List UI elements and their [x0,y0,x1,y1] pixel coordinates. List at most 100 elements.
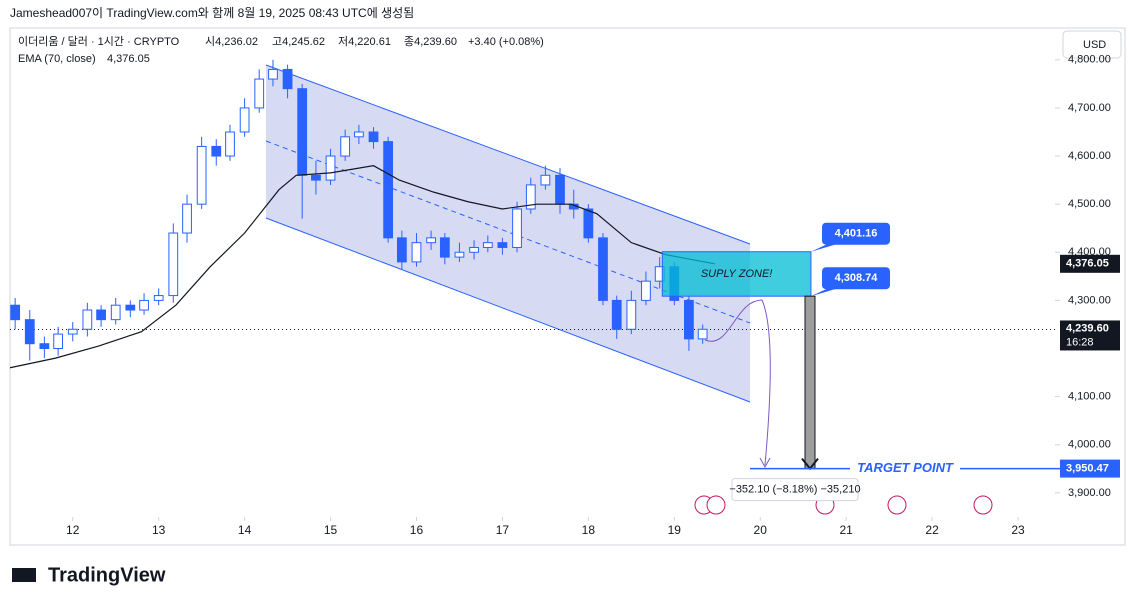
event-icon[interactable] [973,495,993,515]
forecast-arrow [759,457,771,469]
candle-body [125,304,136,311]
channel-upper [265,64,751,245]
candle-body [411,242,422,263]
candle-body [454,251,465,258]
candle-body [540,174,551,186]
candle-body [96,309,106,321]
candle-body [24,319,35,345]
forecast-path [704,299,771,466]
measure-box [731,478,859,502]
x-tick-label: 15 [324,523,338,537]
x-tick-label: 18 [582,523,596,537]
x-tick-label: 23 [1011,523,1025,537]
x-tick-label: 21 [839,523,853,537]
candle-body [439,237,450,258]
currency[interactable]: USD [1083,39,1106,51]
candle-body [426,237,436,244]
candle-body [396,237,407,263]
y-tick-label: 4,100.00 [1068,391,1111,403]
candle-body [67,328,78,335]
candle-body [297,88,308,176]
candle-body [497,242,508,248]
candle-body [354,131,364,138]
ema-line [9,165,715,369]
y-tick-label: 4,000.00 [1068,439,1111,451]
x-tick-label: 13 [152,523,166,537]
ohlc-close: 종4,239.60 [404,36,457,48]
chart-frame [9,27,1126,546]
supply-zone [661,251,812,297]
credit: Jameshead007이 TradingView.com와 함께 8월 19,… [10,6,414,20]
event-icon[interactable] [706,495,726,515]
measure-label: −352.10 (−8.18%) −35,210 [729,483,860,495]
target-label: TARGET POINT [857,460,954,475]
currency-button[interactable] [1062,30,1122,59]
indicator-name: EMA (70, close) [18,53,96,65]
change: +3.40 (+0.08%) [468,36,544,48]
candle-body [82,309,93,330]
x-tick-label: 16 [410,523,424,537]
candle-body [525,184,536,210]
y-tick-label: 4,600.00 [1068,150,1111,162]
candle-body [368,131,379,143]
x-tick-label: 12 [66,523,80,537]
zone-label: SUPLY ZONE! [701,268,773,280]
candle-body [10,304,21,321]
candle-body [583,208,594,239]
ema-tag [1060,254,1120,273]
candle-body [39,343,50,350]
candle-body [211,145,222,157]
zone-price-label: 4,308.74 [835,272,879,284]
candle-body [225,131,235,157]
indicator-value: 4,376.05 [107,53,150,65]
y-tick-label: 4,700.00 [1068,102,1111,114]
ohlc-open: 시4,236.02 [205,36,258,48]
ohlc-low: 저4,220.61 [338,35,391,48]
ohlc-high: 고4,245.62 [272,36,325,48]
x-tick-label: 17 [496,523,510,537]
candle-body [196,145,207,205]
candle-body [282,68,293,90]
brand-logo [12,568,36,582]
y-tick-label: 4,300.00 [1068,294,1111,306]
candle-body [626,299,637,330]
candle-body [340,136,351,157]
candle-body [482,242,493,248]
candle-body [555,174,565,205]
candle-body [512,208,522,248]
brand: TradingView [48,564,166,586]
candle-body [325,155,336,181]
candle-body [110,304,121,321]
target-tag [1060,459,1120,478]
price-tag [1060,320,1120,351]
y-tick-label: 3,900.00 [1068,487,1111,499]
zone-tag-pointer [810,288,838,297]
candle-body [139,299,149,311]
candle-body [684,299,694,340]
candle-body [254,78,265,109]
candle-body [383,141,394,239]
candle-body [598,237,608,301]
measure-bar [804,295,816,470]
x-tick-label: 19 [668,523,682,537]
candle-body [239,107,250,133]
candle-body [641,280,651,301]
price-tag-label: 4,239.60 [1066,322,1109,334]
candle-body [611,299,622,330]
channel-lower [265,217,751,403]
zone-price-label: 4,401.16 [835,228,878,240]
zone-price-tag [822,267,890,290]
candle-body [53,333,64,350]
symbol: 이더리움 / 달러 · 1시간 · CRYPTO [18,35,180,48]
candle-body [182,203,192,234]
x-tick-label: 22 [925,523,939,537]
zone-price-tag [822,222,890,245]
candle-body [153,295,164,301]
event-icon[interactable] [887,495,907,515]
candle-body [268,68,278,80]
candle-body [168,232,179,297]
y-tick-label: 4,500.00 [1068,198,1111,210]
x-tick-label: 14 [238,523,252,537]
